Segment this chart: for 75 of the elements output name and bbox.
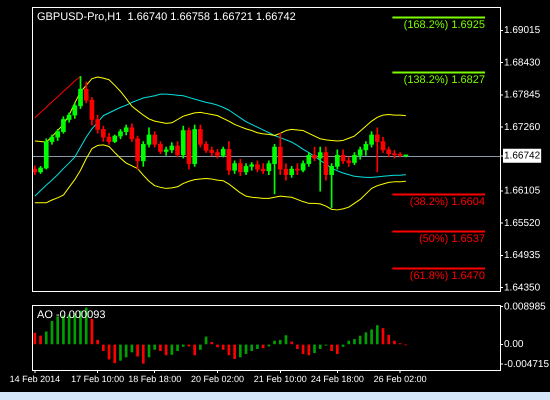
bar: [102, 344, 105, 352]
bar: [302, 344, 304, 354]
bar: [318, 344, 322, 349]
y-tick-label: -0.004715: [504, 358, 550, 370]
x-tick-label: 21 Feb 10:00: [254, 374, 307, 384]
bar: [233, 344, 236, 360]
y-tick-label: 1.69015: [504, 25, 541, 36]
bar: [387, 334, 390, 344]
bar: [216, 344, 219, 348]
bar: [159, 344, 162, 352]
bar: [39, 336, 42, 344]
x-tick-label: 20 Feb 02:00: [190, 374, 244, 384]
ref-line-label: (38.2%) 1.6604: [410, 196, 485, 208]
chart-title: GBPUSD-Pro,H1 1.66740 1.66758 1.66721 1.66742: [37, 11, 296, 24]
bar: [336, 344, 339, 354]
x-tick-label: 18 Feb 18:00: [128, 374, 182, 384]
ref-line-label: (50%) 1.6537: [418, 233, 485, 246]
bar: [250, 344, 254, 352]
bar: [170, 344, 174, 355]
y-tick-label: 1.68430: [504, 57, 541, 68]
bar: [148, 344, 150, 358]
bar: [358, 336, 362, 344]
ref-line-label: (138.2%) 1.6827: [404, 74, 485, 86]
bar: [347, 340, 350, 344]
y-tick-label: 1.66105: [504, 186, 541, 197]
x-tick-label: 26 Feb 02:00: [374, 374, 427, 384]
y-tick-label: 1.65520: [504, 218, 541, 229]
bar: [262, 344, 264, 348]
bar: [90, 318, 94, 344]
bar: [108, 344, 110, 360]
y-tick-label: 0.008985: [504, 301, 546, 312]
bar: [244, 344, 248, 354]
bar: [330, 344, 333, 352]
y-tick-label: 1.67845: [504, 90, 541, 101]
bar: [256, 344, 259, 349]
bar: [313, 344, 316, 354]
y-tick-label: 1.66742: [504, 150, 541, 162]
bar: [382, 328, 384, 344]
x-tick-label: 24 Feb 18:00: [310, 374, 364, 384]
bar: [50, 321, 54, 344]
bar: [296, 344, 299, 349]
bar: [124, 344, 128, 358]
x-tick-label: 17 Feb 10:00: [71, 374, 124, 384]
bar: [153, 344, 156, 350]
y-tick-label: 1.64935: [504, 250, 541, 262]
bar: [370, 329, 373, 344]
ref-line-label: (61.8%) 1.6470: [410, 270, 485, 282]
bar: [130, 344, 134, 352]
y-tick-label: 1.64350: [504, 282, 541, 294]
ref-line-label: (168.2%) 1.6925: [404, 19, 485, 32]
bar: [228, 344, 230, 356]
bar: [199, 344, 202, 350]
bar: [393, 340, 396, 344]
y-tick-label: 0.00: [504, 339, 524, 350]
bar: [119, 344, 122, 361]
x-tick-label: 14 Feb 2014: [10, 374, 60, 384]
y-tick-label: 1.67260: [504, 122, 541, 133]
bar: [222, 344, 225, 350]
bar: [34, 332, 36, 344]
bar: [284, 335, 288, 344]
bar: [353, 339, 356, 344]
bar: [307, 344, 310, 356]
bar: [204, 336, 208, 344]
bar: [176, 344, 179, 352]
bar: [113, 344, 116, 364]
bar: [376, 325, 379, 344]
bar: [193, 344, 196, 356]
bar: [273, 340, 276, 344]
bar: [238, 344, 242, 358]
bar: [136, 344, 139, 356]
bar: [364, 332, 368, 344]
bar: [142, 344, 145, 364]
bar: [44, 332, 48, 344]
bar: [164, 344, 168, 356]
candlestick: [312, 146, 317, 162]
